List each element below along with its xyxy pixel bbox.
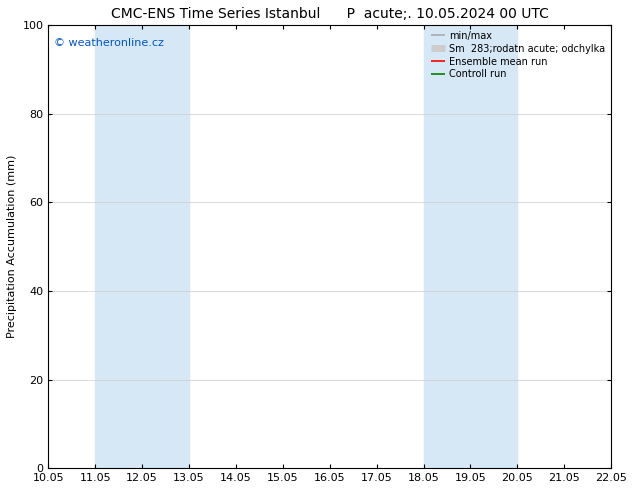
Y-axis label: Precipitation Accumulation (mm): Precipitation Accumulation (mm)	[7, 155, 17, 338]
Legend: min/max, Sm  283;rodatn acute; odchylka, Ensemble mean run, Controll run: min/max, Sm 283;rodatn acute; odchylka, …	[428, 28, 608, 82]
Bar	[95, 25, 189, 468]
Title: CMC-ENS Time Series Istanbul      P  acute;. 10.05.2024 00 UTC: CMC-ENS Time Series Istanbul P acute;. 1…	[111, 7, 548, 21]
Text: © weatheronline.cz: © weatheronline.cz	[54, 38, 164, 48]
Bar	[424, 25, 517, 468]
